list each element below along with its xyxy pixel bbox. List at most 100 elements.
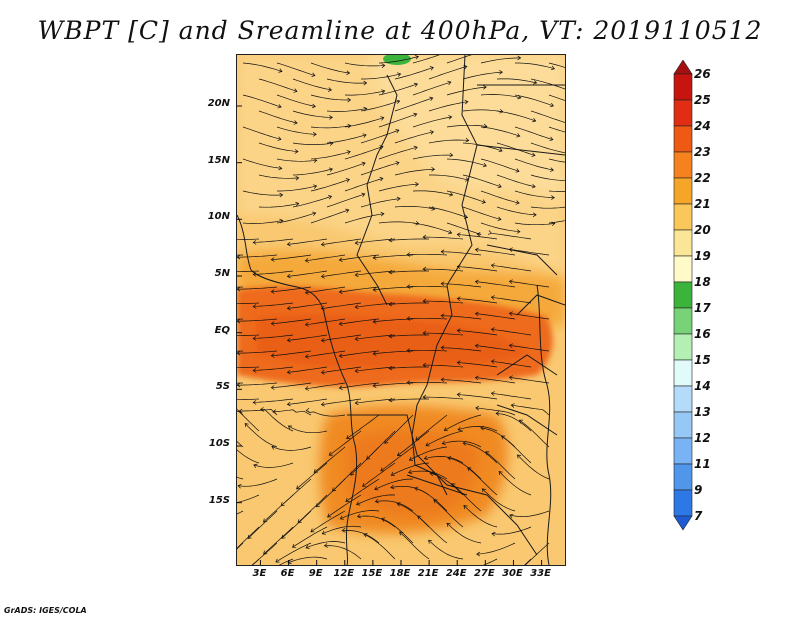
streamline-arrow — [327, 513, 332, 518]
streamline — [425, 430, 464, 447]
streamline-arrow — [456, 264, 461, 269]
streamline-arrow — [287, 425, 292, 430]
streamline — [237, 334, 260, 337]
streamline-arrow — [433, 499, 438, 504]
streamline-arrow — [238, 408, 243, 414]
streamline — [378, 56, 419, 64]
colorbar-swatch — [673, 229, 693, 257]
east-coastline — [536, 284, 552, 565]
streamline-arrow — [345, 178, 350, 183]
colorbar-label: 11 — [694, 457, 711, 471]
streamline-arrow — [449, 192, 454, 197]
streamline-arrow — [277, 136, 282, 141]
streamline — [424, 456, 464, 464]
streamline-arrow — [253, 463, 258, 468]
streamline — [441, 315, 482, 320]
streamline-arrow — [354, 336, 359, 342]
streamline — [475, 377, 516, 384]
streamline-arrow — [354, 400, 359, 406]
streamline-arrow — [549, 136, 554, 142]
border-central — [411, 55, 478, 496]
streamline — [360, 162, 400, 176]
streamline — [530, 78, 565, 90]
streamline-arrow — [388, 333, 393, 339]
streamline-arrow — [549, 167, 555, 172]
streamline-arrow — [474, 343, 479, 349]
streamline-arrow — [286, 337, 291, 343]
streamline-arrow — [485, 451, 490, 456]
streamline-arrow — [508, 343, 513, 348]
streamline — [444, 414, 482, 431]
streamline-arrow — [531, 152, 536, 157]
streamline — [375, 500, 414, 512]
streamline-arrow — [448, 115, 453, 120]
streamline-arrow — [388, 397, 393, 403]
streamline-arrow — [311, 72, 316, 78]
streamline-arrow — [440, 377, 445, 382]
colorbar-label: 13 — [694, 405, 711, 419]
streamline — [361, 73, 401, 80]
streamline-arrow — [354, 304, 359, 310]
streamline — [271, 446, 312, 451]
streamline — [253, 334, 294, 339]
streamline — [514, 158, 554, 171]
streamline — [462, 109, 503, 113]
streamline — [446, 124, 487, 128]
streamline-arrow — [491, 531, 496, 537]
streamline-arrow — [286, 241, 291, 247]
streamline — [321, 334, 362, 342]
streamline — [344, 146, 384, 160]
streamline — [388, 366, 429, 369]
streamline-arrow — [339, 515, 344, 520]
streamline-arrow — [286, 305, 291, 311]
streamline-arrow — [380, 211, 385, 217]
colorbar-swatch — [673, 359, 693, 387]
streamline-arrow — [476, 232, 481, 237]
map-panel — [236, 54, 566, 566]
streamline-arrow — [443, 427, 448, 432]
streamline-arrow — [406, 252, 411, 257]
streamline — [344, 117, 384, 128]
streamline — [237, 441, 244, 448]
streamline-arrow — [508, 311, 513, 316]
streamline — [548, 94, 565, 101]
colorbar-label: 19 — [694, 249, 711, 263]
streamline — [462, 142, 503, 152]
streamline — [321, 302, 362, 310]
streamline — [237, 494, 260, 503]
streamline — [326, 78, 367, 84]
streamline — [247, 510, 278, 539]
streamline-arrow — [441, 440, 446, 446]
streamline — [297, 494, 328, 523]
streamline — [310, 510, 346, 533]
colorbar-label: 15 — [694, 353, 711, 367]
streamline — [344, 177, 384, 192]
streamline-arrow — [508, 375, 513, 380]
streamline-arrow — [446, 522, 451, 527]
streamline-arrow — [372, 255, 377, 260]
colorbar-swatch — [673, 99, 693, 127]
streamline-arrow — [474, 247, 479, 253]
streamline — [356, 494, 396, 505]
streamline-arrow — [440, 249, 445, 254]
streamline — [373, 254, 414, 259]
streamline-arrow — [361, 161, 366, 167]
streamline — [414, 487, 448, 512]
streamline-arrow — [422, 394, 427, 400]
streamline-arrow — [422, 330, 427, 336]
streamline-arrow — [429, 471, 434, 476]
streamline — [498, 471, 532, 496]
streamline — [305, 318, 346, 326]
streamline — [237, 526, 260, 549]
streamline — [271, 382, 312, 389]
streamline-arrow — [362, 482, 367, 487]
streamline — [357, 515, 396, 528]
streamline-arrow — [252, 400, 257, 405]
streamline — [237, 238, 260, 241]
streamline — [251, 542, 278, 565]
streamline-arrow — [474, 279, 479, 285]
streamline-arrow — [329, 115, 333, 120]
streamline — [462, 71, 503, 80]
streamline — [428, 101, 468, 112]
streamline — [548, 62, 565, 68]
